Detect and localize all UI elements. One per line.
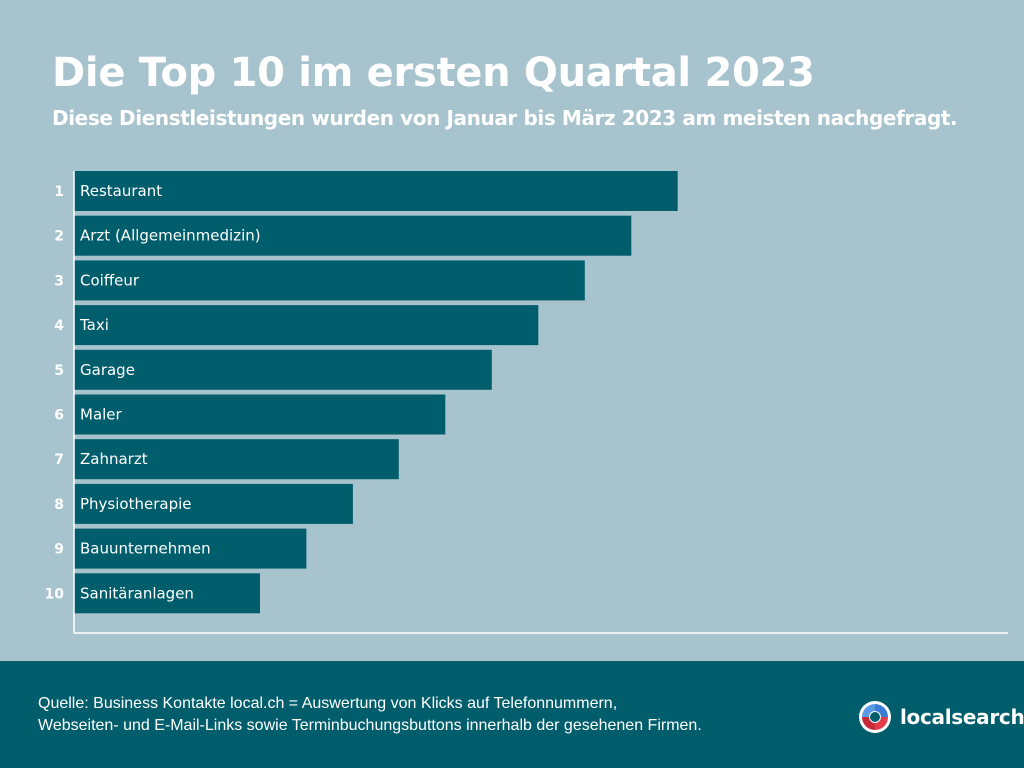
bar-label-5: Garage: [80, 361, 135, 379]
rank-label-5: 5: [54, 363, 64, 379]
bar-label-1: Restaurant: [80, 182, 162, 200]
localsearch-logo: localsearch: [858, 699, 1024, 735]
bar-label-2: Arzt (Allgemeinmedizin): [80, 227, 261, 245]
rank-label-6: 6: [54, 408, 64, 424]
bar-2: [74, 215, 632, 256]
rank-label-1: 1: [54, 184, 64, 200]
rank-label-4: 4: [54, 318, 64, 334]
rank-label-7: 7: [54, 452, 64, 468]
footer: Quelle: Business Kontakte local.ch = Aus…: [0, 661, 1024, 768]
bar-label-10: Sanitäranlagen: [80, 584, 194, 602]
bar-chart: 1 Restaurant 2 Arzt (Allgemeinmedizin) 3 Coif…: [45, 171, 1008, 634]
rank-label-2: 2: [54, 229, 64, 245]
bar-3: [74, 260, 585, 301]
source-line-1: Quelle: Business Kontakte local.ch = Aus…: [38, 695, 618, 712]
chart-subtitle: Diese Dienstleistungen wurden von Januar…: [52, 106, 958, 130]
bar-label-4: Taxi: [79, 316, 109, 334]
bar-10: [74, 573, 260, 614]
logo-text: localsearch: [900, 705, 1024, 729]
bar-9: [74, 528, 307, 569]
bar-label-3: Coiffeur: [80, 271, 140, 289]
bar-4: [74, 305, 539, 346]
bar-label-7: Zahnarzt: [80, 450, 148, 468]
bar-1: [74, 171, 678, 211]
source-line-2: Webseiten- und E-Mail-Links sowie Termin…: [38, 717, 702, 734]
rank-label-9: 9: [54, 542, 64, 558]
bar-7: [74, 439, 399, 480]
rank-label-8: 8: [54, 497, 64, 513]
bar-label-6: Maler: [80, 406, 123, 424]
bar-6: [74, 394, 446, 435]
bar-5: [74, 349, 492, 390]
rank-label-10: 10: [45, 586, 65, 602]
bar-label-9: Bauunternehmen: [80, 540, 211, 558]
bar-label-8: Physiotherapie: [80, 495, 191, 513]
source-note: Quelle: Business Kontakte local.ch = Aus…: [38, 693, 818, 737]
chart-title: Die Top 10 im ersten Quartal 2023: [52, 50, 815, 96]
rank-label-3: 3: [54, 273, 64, 289]
bar-8: [74, 483, 353, 524]
localsearch-logo-icon: [859, 701, 891, 733]
